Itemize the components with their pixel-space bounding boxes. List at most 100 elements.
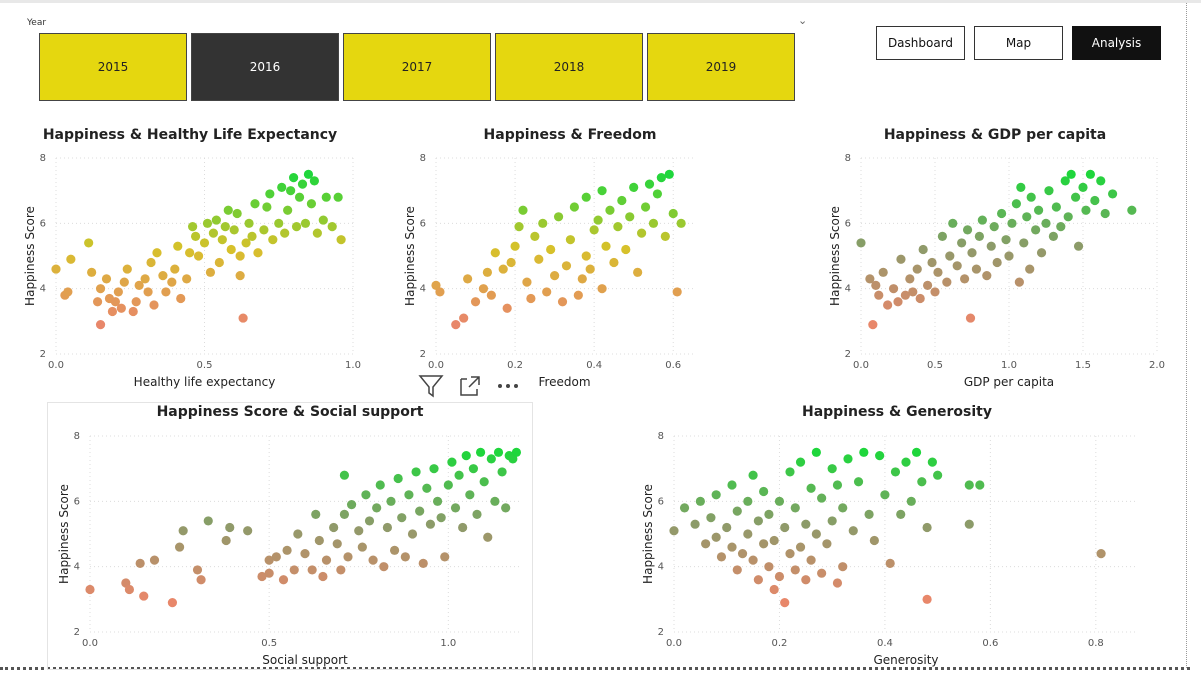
data-point[interactable]	[482, 267, 492, 277]
data-point[interactable]	[161, 287, 171, 297]
data-point[interactable]	[502, 303, 512, 313]
data-point[interactable]	[140, 274, 150, 284]
data-point[interactable]	[581, 251, 591, 261]
data-point[interactable]	[601, 241, 611, 251]
data-point[interactable]	[609, 257, 619, 268]
data-point[interactable]	[856, 238, 866, 248]
data-point[interactable]	[811, 529, 821, 539]
data-point[interactable]	[486, 290, 496, 300]
data-point[interactable]	[748, 470, 758, 480]
data-point[interactable]	[977, 215, 987, 225]
data-point[interactable]	[780, 522, 790, 533]
data-point[interactable]	[605, 205, 615, 215]
chevron-down-icon[interactable]: ⌄	[798, 14, 808, 27]
data-point[interactable]	[885, 558, 895, 568]
data-point[interactable]	[917, 477, 927, 487]
data-point[interactable]	[84, 238, 94, 248]
data-point[interactable]	[447, 457, 457, 467]
data-point[interactable]	[389, 545, 400, 555]
data-point[interactable]	[346, 500, 357, 510]
data-point[interactable]	[1011, 199, 1021, 209]
data-point[interactable]	[66, 254, 76, 264]
data-point[interactable]	[511, 447, 522, 457]
data-point[interactable]	[838, 503, 848, 513]
data-point[interactable]	[1081, 205, 1091, 215]
data-point[interactable]	[95, 320, 106, 330]
data-point[interactable]	[660, 231, 670, 241]
data-point[interactable]	[199, 238, 210, 248]
data-point[interactable]	[113, 287, 123, 297]
data-point[interactable]	[450, 503, 461, 513]
scatter-gdp[interactable]: 2 4 6 8 0.0 0.5 1.0 1.5 2.0 GDP per capita Happine…	[825, 150, 1167, 394]
data-point[interactable]	[974, 231, 984, 241]
data-point[interactable]	[962, 225, 973, 235]
data-point[interactable]	[244, 218, 254, 228]
data-point[interactable]	[676, 218, 686, 228]
data-point[interactable]	[472, 509, 482, 519]
data-point[interactable]	[174, 542, 185, 552]
data-point[interactable]	[425, 519, 436, 529]
data-point[interactable]	[711, 490, 721, 500]
data-point[interactable]	[333, 192, 343, 202]
data-point[interactable]	[883, 300, 893, 310]
data-point[interactable]	[208, 228, 219, 238]
data-point[interactable]	[300, 218, 311, 228]
data-point[interactable]	[716, 552, 727, 562]
data-point[interactable]	[957, 238, 967, 248]
data-point[interactable]	[975, 480, 985, 490]
data-point[interactable]	[375, 480, 385, 490]
data-point[interactable]	[493, 447, 504, 457]
data-point[interactable]	[900, 290, 910, 300]
data-point[interactable]	[1044, 186, 1054, 196]
data-point[interactable]	[811, 447, 821, 457]
data-point[interactable]	[312, 228, 322, 238]
data-point[interactable]	[853, 477, 864, 487]
data-point[interactable]	[152, 248, 162, 258]
data-point[interactable]	[727, 480, 737, 490]
data-point[interactable]	[411, 467, 421, 477]
data-point[interactable]	[960, 274, 970, 284]
data-point[interactable]	[196, 575, 206, 585]
data-point[interactable]	[589, 225, 599, 235]
data-point[interactable]	[1127, 205, 1137, 215]
data-point[interactable]	[124, 584, 135, 595]
data-point[interactable]	[128, 306, 138, 317]
data-point[interactable]	[422, 483, 432, 493]
data-point[interactable]	[259, 225, 269, 235]
data-point[interactable]	[927, 457, 937, 467]
data-point[interactable]	[238, 313, 248, 323]
data-point[interactable]	[795, 542, 806, 552]
data-point[interactable]	[905, 274, 915, 284]
data-point[interactable]	[379, 562, 389, 572]
data-point[interactable]	[514, 222, 524, 232]
data-point[interactable]	[534, 254, 544, 264]
more-options-icon[interactable]	[496, 374, 520, 398]
data-point[interactable]	[332, 539, 342, 549]
data-point[interactable]	[737, 549, 748, 559]
data-point[interactable]	[1034, 205, 1044, 215]
data-point[interactable]	[542, 287, 552, 297]
data-point[interactable]	[226, 244, 236, 255]
data-point[interactable]	[669, 526, 679, 536]
data-point[interactable]	[764, 509, 774, 519]
data-point[interactable]	[945, 251, 955, 261]
data-point[interactable]	[459, 313, 469, 323]
data-point[interactable]	[967, 248, 977, 258]
data-point[interactable]	[95, 284, 106, 294]
data-point[interactable]	[478, 284, 489, 294]
data-point[interactable]	[221, 535, 231, 546]
data-point[interactable]	[727, 542, 737, 552]
data-point[interactable]	[530, 231, 540, 241]
data-point[interactable]	[339, 470, 350, 480]
data-point[interactable]	[486, 454, 496, 464]
data-point[interactable]	[644, 179, 655, 189]
map-button[interactable]: Map	[974, 26, 1063, 60]
data-point[interactable]	[241, 238, 251, 248]
data-point[interactable]	[986, 241, 996, 251]
data-point[interactable]	[912, 264, 922, 274]
data-point[interactable]	[498, 264, 508, 274]
data-point[interactable]	[753, 575, 763, 585]
data-point[interactable]	[1019, 238, 1029, 248]
data-point[interactable]	[743, 529, 753, 539]
data-point[interactable]	[283, 205, 293, 215]
